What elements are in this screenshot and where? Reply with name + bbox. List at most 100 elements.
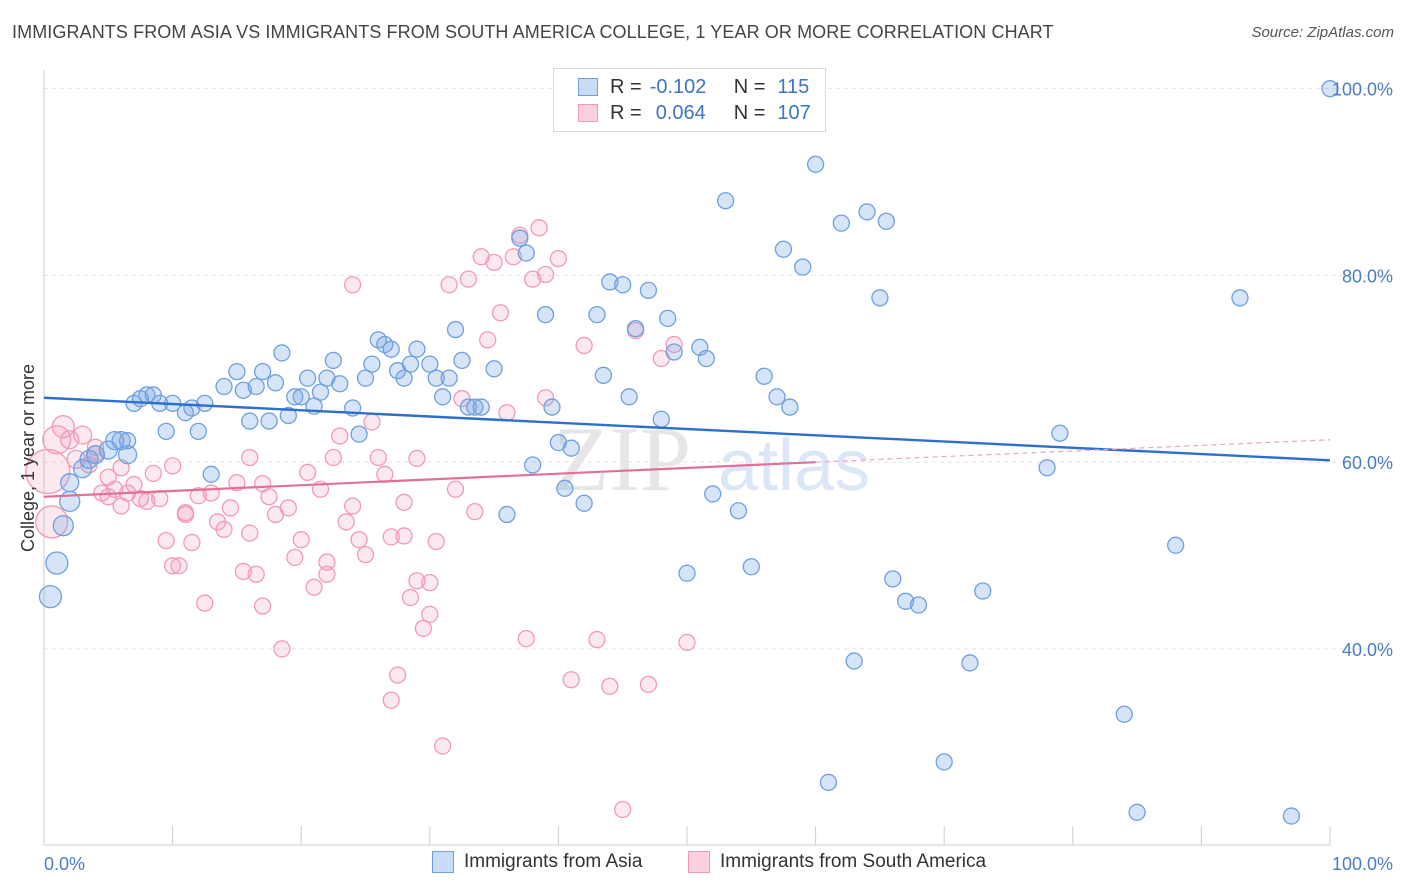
asia-point [52, 515, 74, 537]
asia-point [755, 367, 773, 385]
south-america-point [414, 619, 433, 638]
south-america-point [138, 492, 156, 511]
y-axis-title: College, 1 year or more [18, 364, 38, 552]
south-america-point [434, 737, 452, 755]
series-legend-swatch-asia [432, 851, 454, 873]
x-tick-labels: 0.0% 100.0% [44, 854, 1393, 874]
south-america-point [279, 499, 297, 517]
south-america-point [241, 524, 259, 542]
asia-point [1115, 705, 1133, 723]
south-america-point [459, 270, 478, 288]
legend-swatch-south-america [578, 104, 598, 122]
asia-point [1051, 424, 1069, 442]
asia-point [768, 388, 786, 406]
south-america-point [421, 573, 439, 592]
south-america-point [395, 527, 413, 545]
trend-line-south-america [43, 461, 816, 498]
asia-point [961, 654, 979, 672]
asia-point [562, 439, 580, 457]
asia-point [111, 431, 131, 451]
south-america-point [189, 487, 207, 505]
south-america-point [388, 666, 407, 684]
south-america-point [25, 448, 71, 495]
asia-point [72, 459, 93, 479]
asia-point [871, 289, 889, 307]
south-america-point [286, 548, 304, 567]
trend-line-asia [43, 396, 1331, 462]
south-america-point [588, 630, 606, 649]
legend-row-asia: R = -0.102 N = 115 [578, 74, 809, 100]
south-america-point [253, 474, 272, 493]
asia-point [45, 551, 69, 575]
asia-point [556, 479, 574, 497]
south-america-point [382, 691, 400, 709]
legend-n-value: 107 [777, 101, 811, 124]
asia-point [446, 320, 465, 339]
asia-point [1038, 459, 1056, 477]
legend-r-label: R = [610, 101, 642, 124]
south-america-point [253, 597, 272, 615]
asia-point [228, 362, 246, 381]
series-asia-points [38, 80, 1339, 825]
south-america-point [343, 276, 362, 294]
asia-point [292, 388, 310, 406]
asia-point [472, 398, 490, 416]
correlation-legend: R = -0.102 N = 115 R = 0.064 N = 107 [553, 68, 826, 132]
south-america-point [446, 480, 465, 498]
series-legend-label-south-america: Immigrants from South America [720, 851, 987, 872]
asia-point [896, 592, 915, 610]
south-america-point [466, 503, 484, 521]
south-america-point [183, 533, 201, 552]
asia-point [260, 412, 278, 430]
south-america-point [196, 594, 214, 612]
asia-point [935, 753, 953, 771]
asia-point [157, 422, 175, 441]
south-america-point [440, 276, 458, 294]
asia-point [298, 369, 317, 387]
south-america-point [202, 484, 220, 502]
south-america-point [343, 497, 362, 515]
south-america-point [318, 553, 336, 571]
south-america-point [376, 465, 394, 483]
series-legend-south-america: Immigrants from South America [688, 851, 986, 873]
south-america-point [221, 499, 240, 517]
asia-point [858, 203, 876, 221]
asia-point [253, 362, 272, 381]
asia-point [511, 229, 529, 247]
asia-point [729, 502, 748, 520]
asia-point [659, 309, 677, 328]
asia-point [453, 351, 471, 370]
asia-point [401, 355, 420, 373]
asia-point [485, 360, 503, 378]
south-america-point [241, 448, 259, 467]
asia-point [241, 412, 259, 430]
south-america-point [395, 493, 413, 511]
asia-point [421, 355, 439, 373]
asia-point [517, 244, 535, 262]
south-america-point [549, 249, 568, 268]
south-america-point [614, 800, 632, 819]
south-america-point [144, 464, 162, 483]
asia-point [620, 388, 638, 406]
asia-point [498, 505, 516, 524]
legend-n-label: N = [733, 101, 766, 124]
south-america-point [331, 427, 349, 445]
asia-point [286, 388, 304, 406]
asia-point [626, 319, 645, 338]
asia-point [884, 570, 902, 588]
asia-point [974, 582, 992, 600]
asia-point [877, 212, 895, 230]
south-america-point [562, 671, 580, 689]
asia-point [215, 377, 233, 396]
south-america-point [678, 633, 696, 652]
south-america-point [517, 629, 535, 648]
series-legend-asia: Immigrants from Asia [432, 851, 642, 873]
south-america-point [215, 520, 233, 539]
south-america-point [163, 457, 182, 475]
asia-point [1167, 536, 1185, 554]
asia-point [1231, 289, 1249, 307]
asia-point [382, 340, 400, 358]
asia-point [601, 273, 619, 291]
south-america-point [228, 474, 246, 492]
south-america-point [356, 545, 375, 564]
